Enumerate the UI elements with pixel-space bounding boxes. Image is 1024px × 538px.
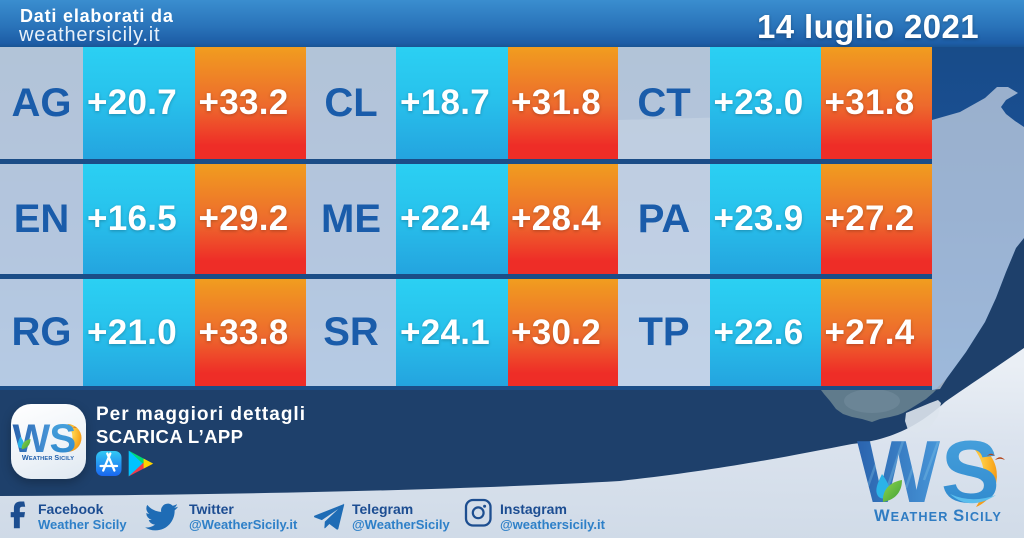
svg-text:W: W — [857, 422, 940, 521]
svg-text:W: W — [13, 417, 51, 461]
svg-text:S: S — [50, 417, 77, 461]
svg-text:WEATHER SICILY: WEATHER SICILY — [22, 453, 74, 462]
svg-text:WEATHER SICILY: WEATHER SICILY — [874, 507, 1002, 525]
svg-text:S: S — [941, 422, 1000, 521]
